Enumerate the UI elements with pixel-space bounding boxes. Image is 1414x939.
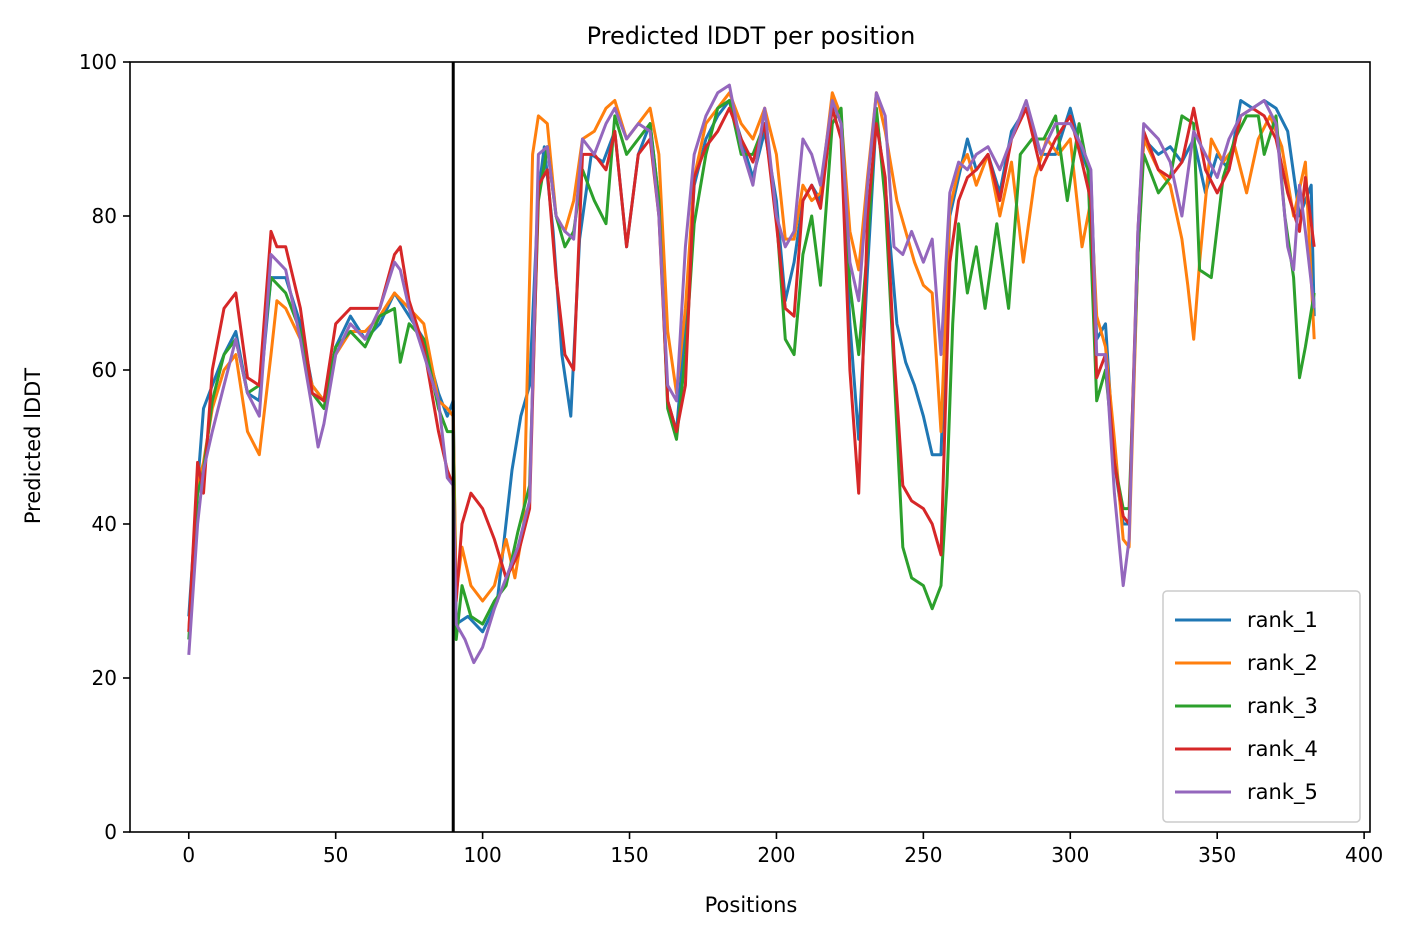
y-tick-label: 0 xyxy=(104,820,117,844)
x-tick-label: 300 xyxy=(1051,843,1089,867)
x-axis-label: Positions xyxy=(705,893,798,917)
x-tick-label: 250 xyxy=(904,843,942,867)
plot-frame xyxy=(129,61,1371,833)
y-tick-label: 100 xyxy=(79,50,117,74)
x-tick-label: 150 xyxy=(610,843,648,867)
plot-area xyxy=(187,62,1316,832)
series-line-rank_1 xyxy=(187,99,1316,634)
series-line-rank_2 xyxy=(187,91,1316,632)
x-tick-label: 200 xyxy=(757,843,795,867)
x-tick-label: 0 xyxy=(182,843,195,867)
legend-label-rank_2: rank_2 xyxy=(1247,651,1318,676)
x-tick-label: 350 xyxy=(1198,843,1236,867)
y-tick-label: 80 xyxy=(92,204,117,228)
legend-label-rank_4: rank_4 xyxy=(1247,737,1318,762)
chart-title: Predicted lDDT per position xyxy=(587,22,916,50)
legend-label-rank_1: rank_1 xyxy=(1247,608,1318,633)
y-tick-label: 60 xyxy=(92,358,117,382)
series-line-rank_5 xyxy=(187,83,1316,665)
axes: 0 50 100 150 200 250 300 350 400 0 20 40 60 80 100 xyxy=(79,50,1383,867)
legend-box xyxy=(1162,590,1361,823)
legend-label-rank_3: rank_3 xyxy=(1247,694,1318,719)
x-tick-label: 100 xyxy=(464,843,502,867)
y-tick-label: 40 xyxy=(92,512,117,536)
x-tick-label: 400 xyxy=(1345,843,1383,867)
y-axis-label: Predicted lDDT xyxy=(21,368,45,524)
x-tick-label: 50 xyxy=(323,843,348,867)
legend-label-rank_5: rank_5 xyxy=(1247,780,1318,805)
legend: rank_1 rank_2 rank_3 rank_4 rank_5 xyxy=(1162,590,1361,823)
y-tick-label: 20 xyxy=(92,666,117,690)
